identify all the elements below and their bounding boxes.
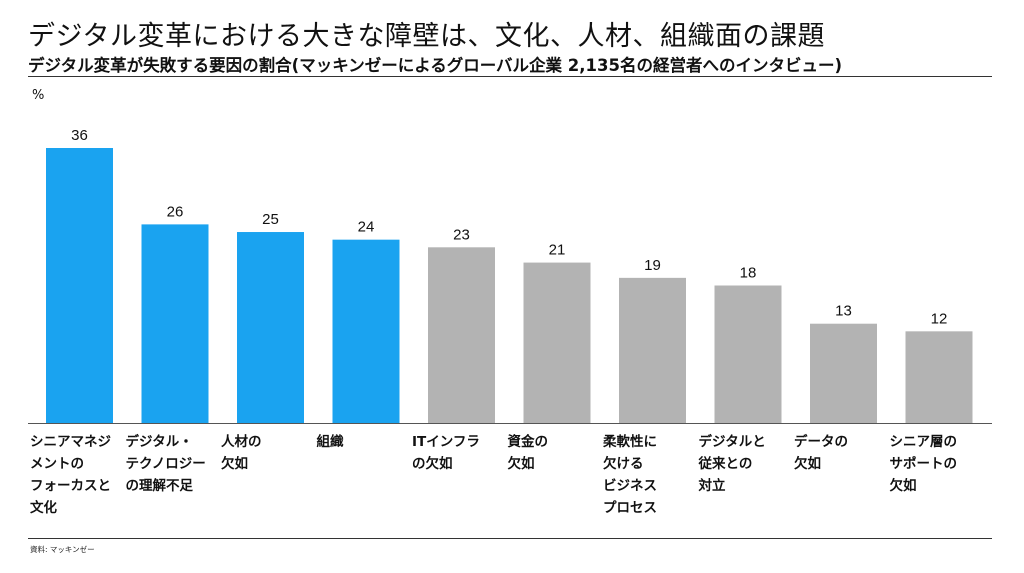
bar-5 xyxy=(428,247,495,423)
data-label-8: 18 xyxy=(740,265,757,282)
category-label-6: 資金の 欠如 xyxy=(507,434,549,472)
chart-title: デジタル変革における大きな障壁は、文化、人材、組織面の課題 xyxy=(28,21,825,52)
data-label-5: 23 xyxy=(453,226,470,243)
data-label-7: 19 xyxy=(644,257,661,274)
category-label-5: ITインフラ の欠如 xyxy=(412,434,480,472)
y-unit-label: % xyxy=(32,88,45,103)
bar-3 xyxy=(237,232,304,423)
bar-6 xyxy=(523,262,591,423)
bar-9 xyxy=(810,323,877,423)
chart-subtitle: デジタル変革が失敗する要因の割合(マッキンゼーによるグローバル企業 2,135名… xyxy=(28,56,843,75)
category-label-3: 人材の 欠如 xyxy=(221,434,262,472)
category-label-10: シニア層の サポートの 欠如 xyxy=(889,434,958,494)
footer-divider xyxy=(28,538,992,539)
source-note: 資料: マッキンゼー xyxy=(30,545,95,554)
category-label-4: 組織 xyxy=(316,434,344,450)
category-label-7: 柔軟性に 欠ける ビジネス プロセス xyxy=(603,434,657,516)
title-divider xyxy=(28,76,992,77)
data-label-9: 13 xyxy=(835,303,852,320)
bar-4 xyxy=(332,239,400,423)
data-label-2: 26 xyxy=(167,203,184,220)
data-label-4: 24 xyxy=(358,219,375,236)
category-label-1: シニアマネジ メントの フォーカスと 文化 xyxy=(30,434,111,516)
category-label-9: データの 欠如 xyxy=(794,434,848,472)
data-label-10: 12 xyxy=(931,310,948,327)
data-label-3: 25 xyxy=(262,211,279,228)
data-label-6: 21 xyxy=(549,242,566,259)
data-label-1: 36 xyxy=(71,127,88,144)
bar-8 xyxy=(714,285,782,423)
bar-10 xyxy=(905,331,973,423)
bar-2 xyxy=(141,224,209,423)
bar-7 xyxy=(619,277,686,423)
category-label-8: デジタルと 従来との 対立 xyxy=(698,434,766,494)
bar-1 xyxy=(46,148,113,423)
category-label-2: デジタル・ テクノロジー の理解不足 xyxy=(125,434,206,494)
